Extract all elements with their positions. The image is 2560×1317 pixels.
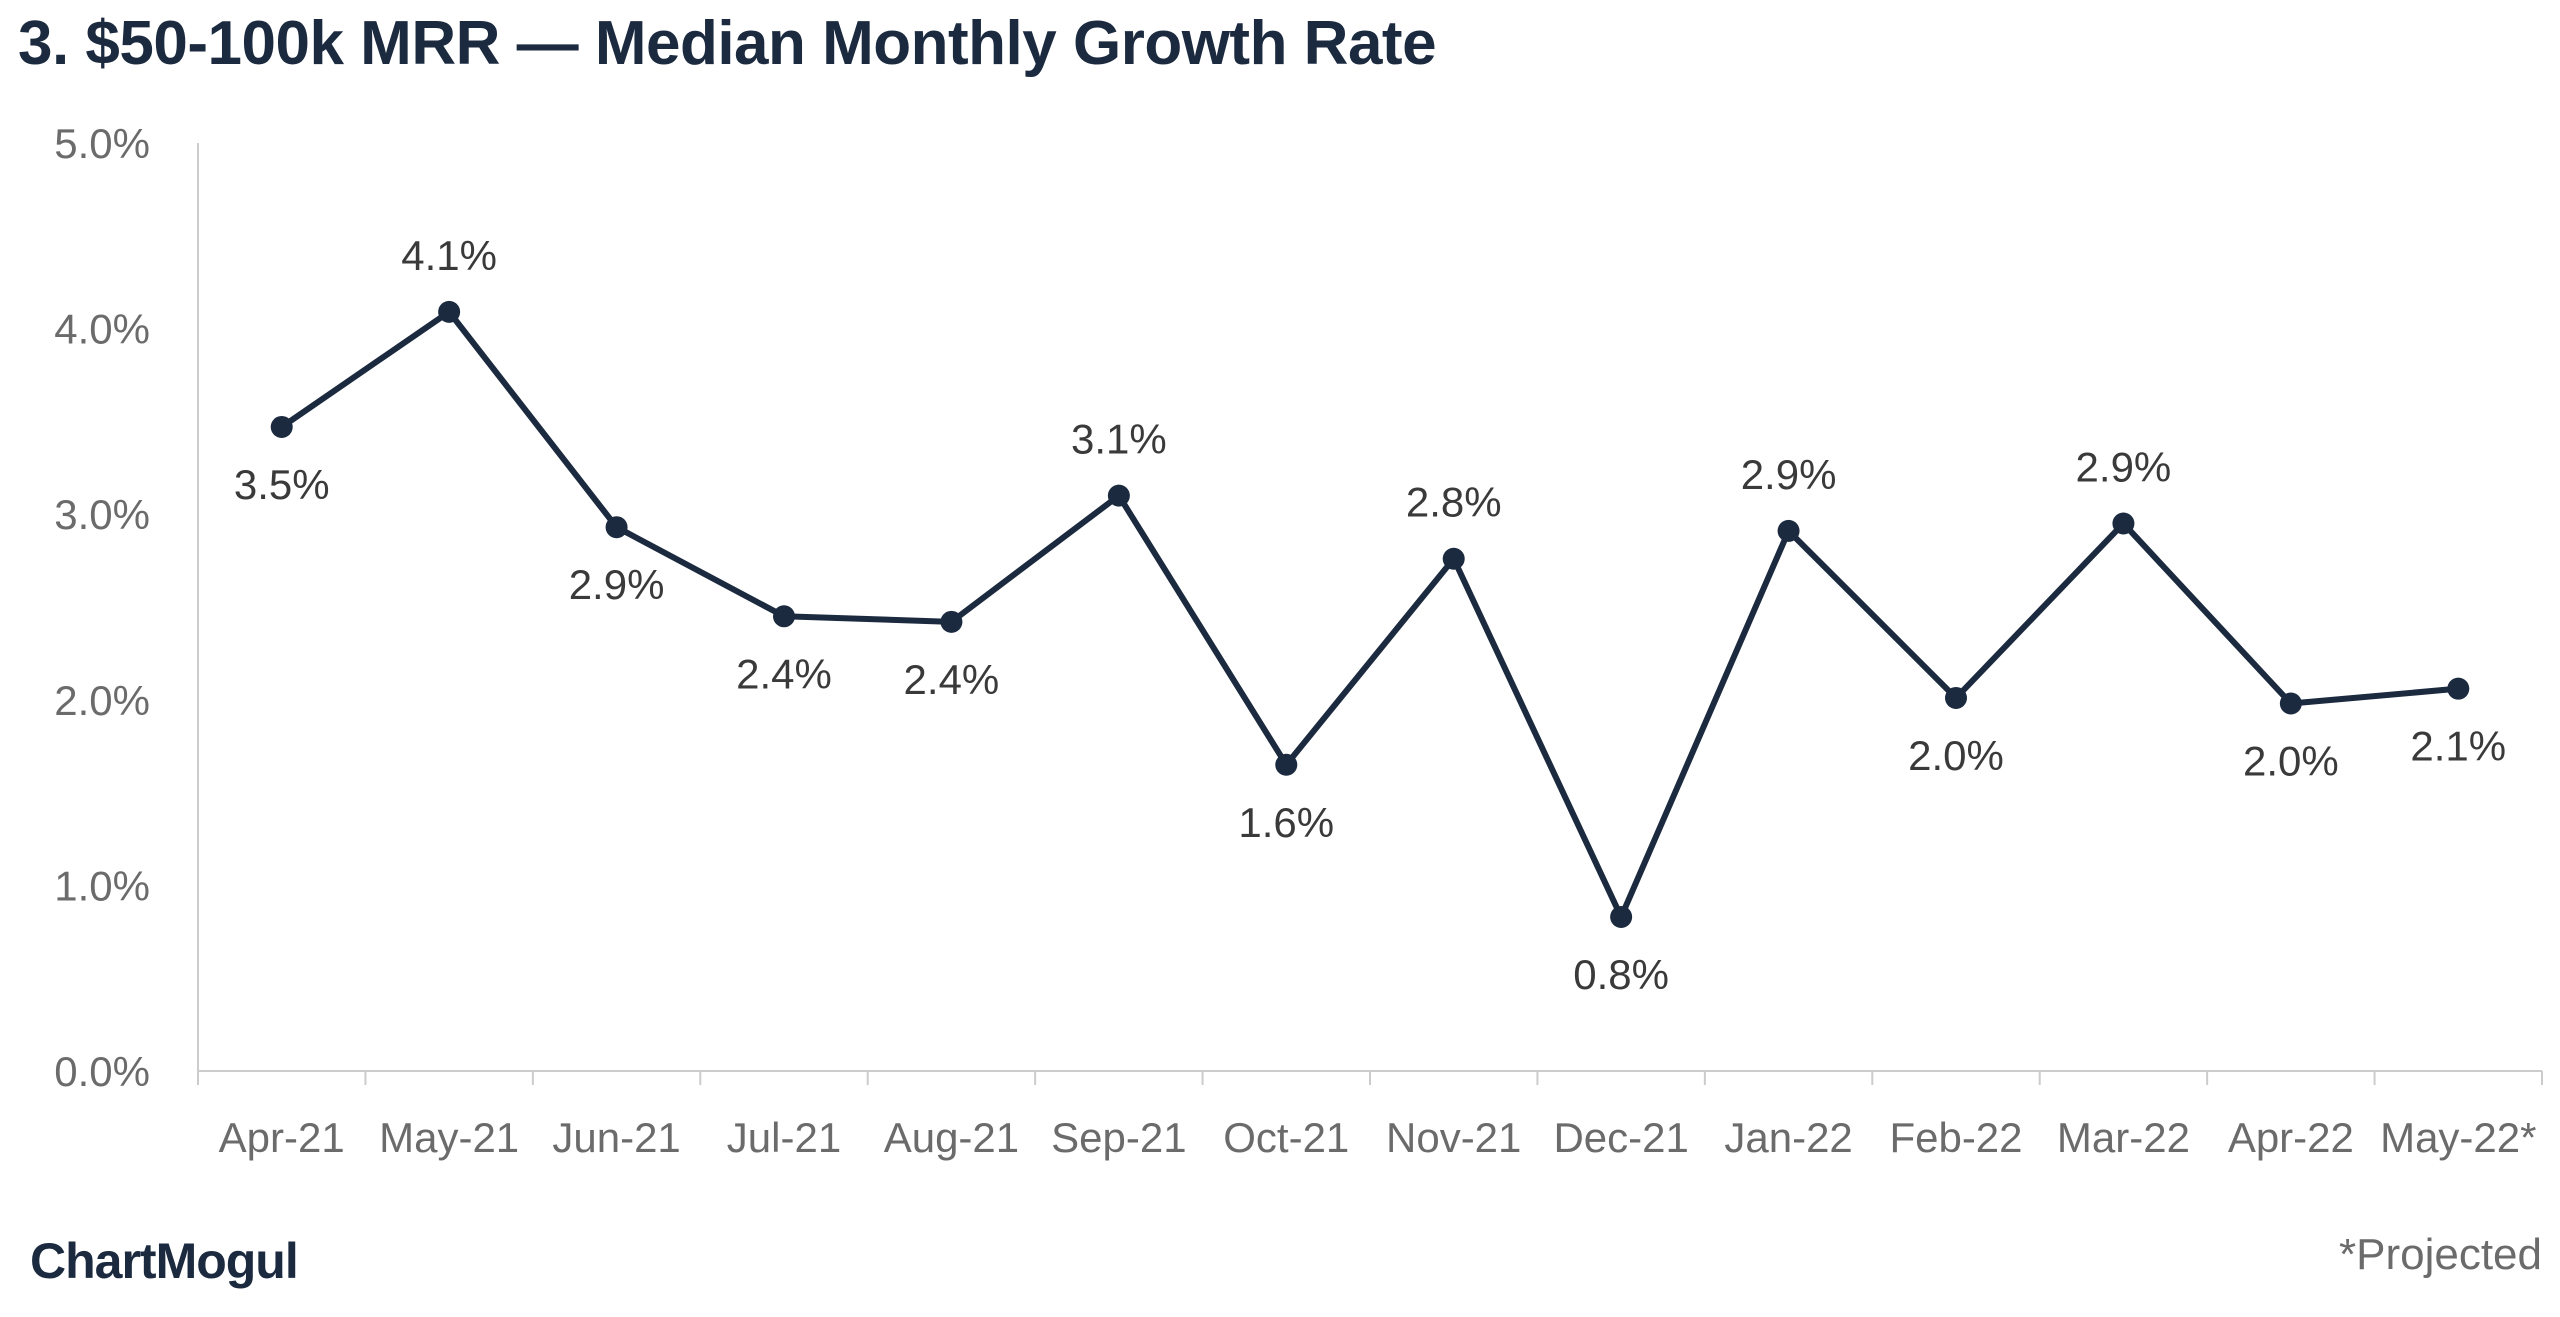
x-tick-label: Apr-22 [2228, 1114, 2354, 1161]
data-point [270, 415, 293, 438]
projected-footnote: *Projected [2338, 1230, 2542, 1279]
series-line [278, 308, 2462, 920]
data-point [1777, 519, 1800, 542]
data-label: 2.9% [1741, 451, 1837, 498]
x-tick-label: Dec-21 [1553, 1114, 1688, 1161]
chart-title: 3. $50-100k MRR — Median Monthly Growth … [18, 9, 1437, 78]
data-label: 2.0% [1908, 732, 2004, 779]
y-tick-label: 5.0% [54, 120, 150, 167]
x-tick-label: Sep-21 [1051, 1114, 1186, 1161]
x-tick-label: Aug-21 [884, 1114, 1019, 1161]
data-label: 0.8% [1573, 951, 1669, 998]
data-point [1610, 905, 1633, 928]
data-point [940, 610, 963, 633]
data-point [1107, 484, 1130, 507]
data-label: 2.8% [1406, 479, 1502, 526]
series-line-group [278, 308, 2462, 920]
x-tick-label: Apr-21 [219, 1114, 345, 1161]
data-point [438, 300, 461, 323]
data-label: 3.5% [234, 461, 330, 508]
x-axis-ticks: Apr-21 May-21 Jun-21 Jul-21 Aug-21 Sep-21 Oct-… [197, 1071, 2543, 1161]
data-point [2279, 692, 2302, 715]
data-label: 3.1% [1071, 416, 1167, 463]
data-point [1945, 686, 1967, 709]
x-tick-label: Oct-21 [1223, 1114, 1349, 1161]
data-label: 2.9% [2076, 443, 2172, 490]
chart-axes [197, 143, 2542, 1072]
data-point [773, 605, 795, 628]
y-tick-label: 1.0% [54, 862, 150, 909]
x-tick-label: Jun-21 [552, 1114, 680, 1161]
x-tick-label: Mar-22 [2057, 1114, 2190, 1161]
x-tick-label: Jan-22 [1724, 1114, 1852, 1161]
x-tick-label: May-21 [379, 1114, 519, 1161]
data-label: 2.4% [736, 650, 832, 697]
y-tick-label: 0.0% [54, 1048, 150, 1095]
data-point [1275, 753, 1298, 776]
data-point [605, 516, 628, 539]
data-label: 2.9% [569, 561, 665, 608]
x-tick-label: May-22* [2380, 1114, 2536, 1161]
data-point [2112, 512, 2135, 535]
data-label: 2.4% [904, 656, 1000, 703]
data-label: 1.6% [1238, 799, 1334, 846]
x-tick-label: Nov-21 [1386, 1114, 1521, 1161]
y-tick-label: 2.0% [54, 677, 150, 724]
data-labels-group: 3.5% 4.1% 2.9% 2.4% 2.4% 3.1% 1.6% 2.8% 0.8% 2.9%… [234, 232, 2506, 998]
chartmogul-logo: ChartMogul [30, 1233, 299, 1289]
y-axis-ticks: 0.0% 1.0% 2.0% 3.0% 4.0% 5.0% [54, 120, 150, 1095]
data-point [2447, 677, 2470, 700]
y-tick-label: 4.0% [54, 306, 150, 353]
data-label: 2.0% [2243, 738, 2339, 785]
data-label: 4.1% [401, 232, 497, 279]
series-points-group [270, 300, 2470, 928]
x-tick-label: Feb-22 [1889, 1114, 2022, 1161]
data-point [1442, 547, 1465, 570]
x-tick-label: Jul-21 [727, 1114, 841, 1161]
data-label: 2.1% [2410, 723, 2506, 770]
y-tick-label: 3.0% [54, 491, 150, 538]
